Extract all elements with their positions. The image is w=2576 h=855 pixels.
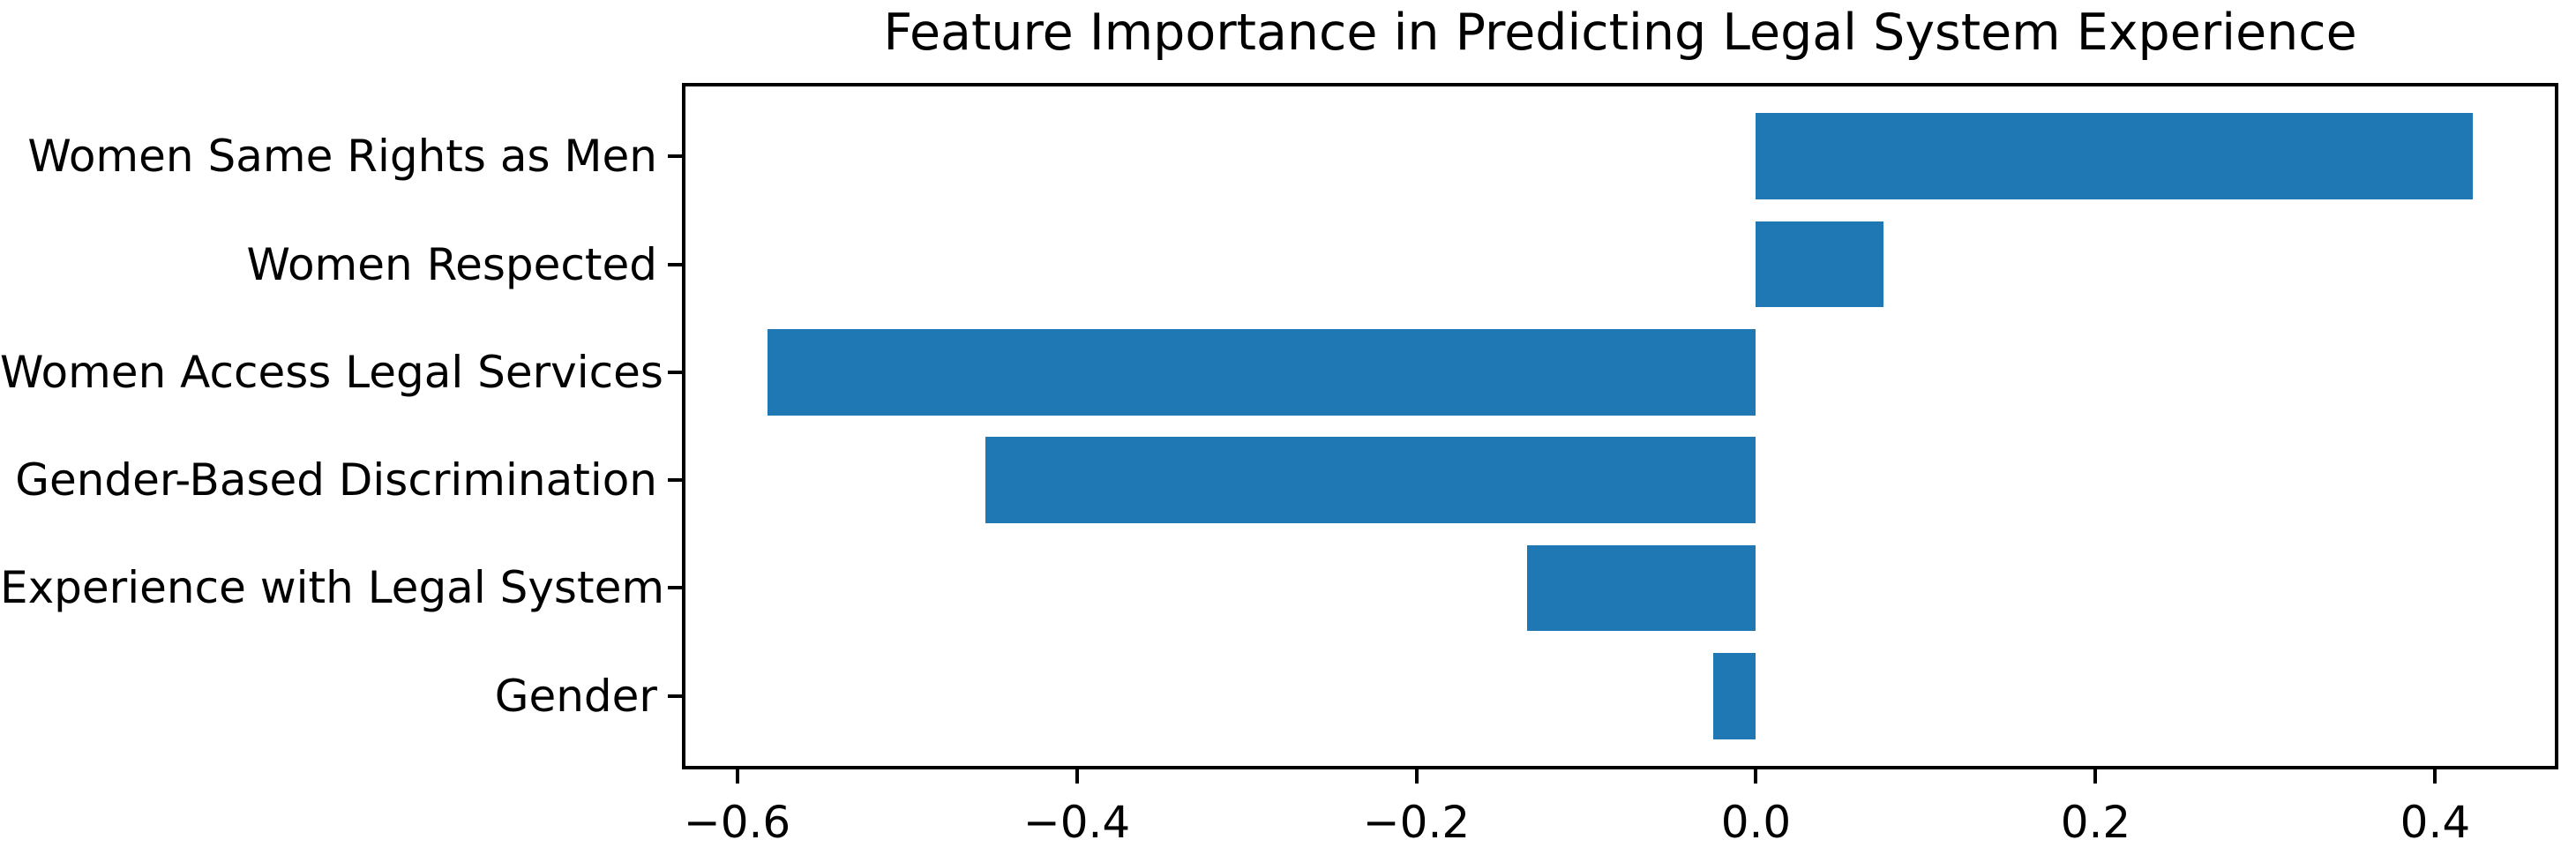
x-tick-5 xyxy=(2433,769,2437,784)
bar-5 xyxy=(1713,652,1756,739)
y-tick-label-2: Women Access Legal Services xyxy=(0,346,663,398)
y-tick-label-3: Gender-Based Discrimination xyxy=(15,454,657,506)
y-tick-4 xyxy=(668,586,682,590)
x-tick-label-1: −0.4 xyxy=(1022,797,1131,848)
x-tick-0 xyxy=(735,769,739,784)
bar-3 xyxy=(985,437,1756,524)
y-tick-label-5: Gender xyxy=(494,670,657,722)
x-tick-1 xyxy=(1075,769,1079,784)
bar-4 xyxy=(1526,544,1756,632)
bar-0 xyxy=(1756,113,2473,200)
y-tick-label-0: Women Same Rights as Men xyxy=(27,131,657,183)
x-tick-4 xyxy=(2093,769,2098,784)
bar-1 xyxy=(1756,221,1883,308)
y-tick-2 xyxy=(668,370,682,374)
x-tick-3 xyxy=(1754,769,1758,784)
bar-2 xyxy=(768,328,1756,416)
y-tick-0 xyxy=(668,154,682,159)
x-tick-label-3: 0.0 xyxy=(1720,797,1792,848)
x-tick-label-0: −0.6 xyxy=(683,797,791,848)
x-tick-label-2: −0.2 xyxy=(1362,797,1471,848)
chart-title: Feature Importance in Predicting Legal S… xyxy=(883,4,2357,62)
y-tick-label-1: Women Respected xyxy=(246,238,657,290)
y-tick-label-4: Experience with Legal System xyxy=(0,562,665,614)
y-tick-5 xyxy=(668,694,682,698)
y-tick-3 xyxy=(668,478,682,483)
plot-area xyxy=(682,83,2558,769)
x-tick-label-5: 0.4 xyxy=(2400,797,2471,848)
y-tick-1 xyxy=(668,262,682,266)
axes-spines xyxy=(682,83,2558,769)
x-tick-label-4: 0.2 xyxy=(2060,797,2131,848)
x-tick-2 xyxy=(1414,769,1419,784)
